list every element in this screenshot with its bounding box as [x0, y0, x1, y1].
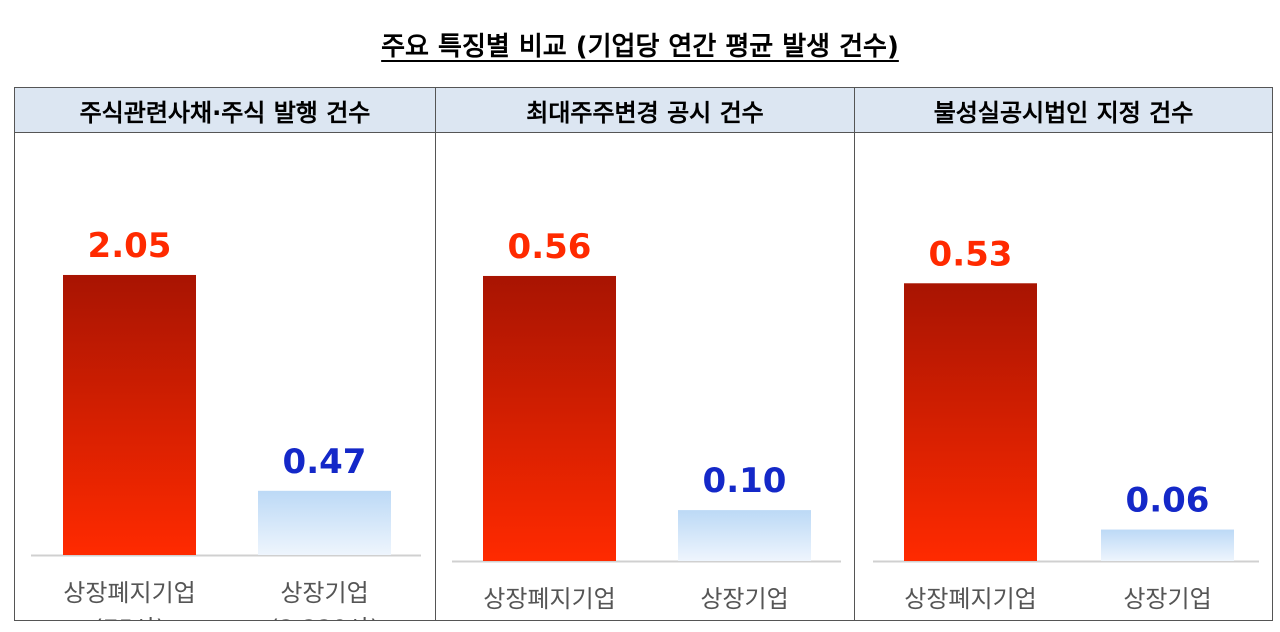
category-count-label: (2,229사)	[270, 615, 380, 621]
category-label: 상장기업	[700, 585, 788, 613]
chart-panels: 주식관련사채·주식 발행 건수 2.05 상장폐지기업 (75사) 0.47 상장기업 (…	[14, 87, 1273, 621]
data-label: 2.05	[88, 226, 172, 266]
bar-listed	[1101, 529, 1234, 561]
panel-title: 불성실공시법인 지정 건수	[855, 88, 1272, 133]
data-label: 0.56	[508, 227, 592, 267]
bar-delisted	[904, 283, 1037, 561]
data-label: 0.10	[703, 461, 787, 501]
category-label: 상장폐지기업	[483, 585, 615, 613]
category-count-label: (75사)	[94, 615, 165, 621]
bar-listed	[678, 510, 811, 561]
chart-panel-2: 최대주주변경 공시 건수 0.56상장폐지기업(75사)0.10상장기업(2,2…	[435, 88, 854, 620]
category-label: 상장폐지기업	[63, 579, 195, 607]
panel-title: 최대주주변경 공시 건수	[436, 88, 854, 133]
bar-delisted	[483, 275, 616, 561]
category-label: 상장기업	[1123, 585, 1211, 613]
chart-panel-3: 불성실공시법인 지정 건수 0.53상장폐지기업(75사)0.06상장기업(2,…	[854, 88, 1272, 620]
data-label: 0.53	[929, 234, 1013, 274]
category-label: 상장폐지기업	[904, 585, 1036, 613]
panel-title: 주식관련사채·주식 발행 건수	[15, 88, 435, 133]
page-title: 주요 특징별 비교 (기업당 연간 평균 발생 건수)	[381, 32, 899, 62]
bar-chart-1: 2.05 상장폐지기업 (75사) 0.47 상장기업 (2,229사)	[31, 226, 421, 621]
data-label: 0.06	[1126, 481, 1210, 521]
data-label: 0.47	[283, 442, 367, 482]
bar-delisted	[63, 274, 196, 555]
category-label: 상장기업	[280, 579, 368, 607]
bar-listed	[258, 490, 391, 555]
chart-panel-1: 주식관련사채·주식 발행 건수 2.05 상장폐지기업 (75사) 0.47 상장기업 (…	[15, 88, 435, 621]
